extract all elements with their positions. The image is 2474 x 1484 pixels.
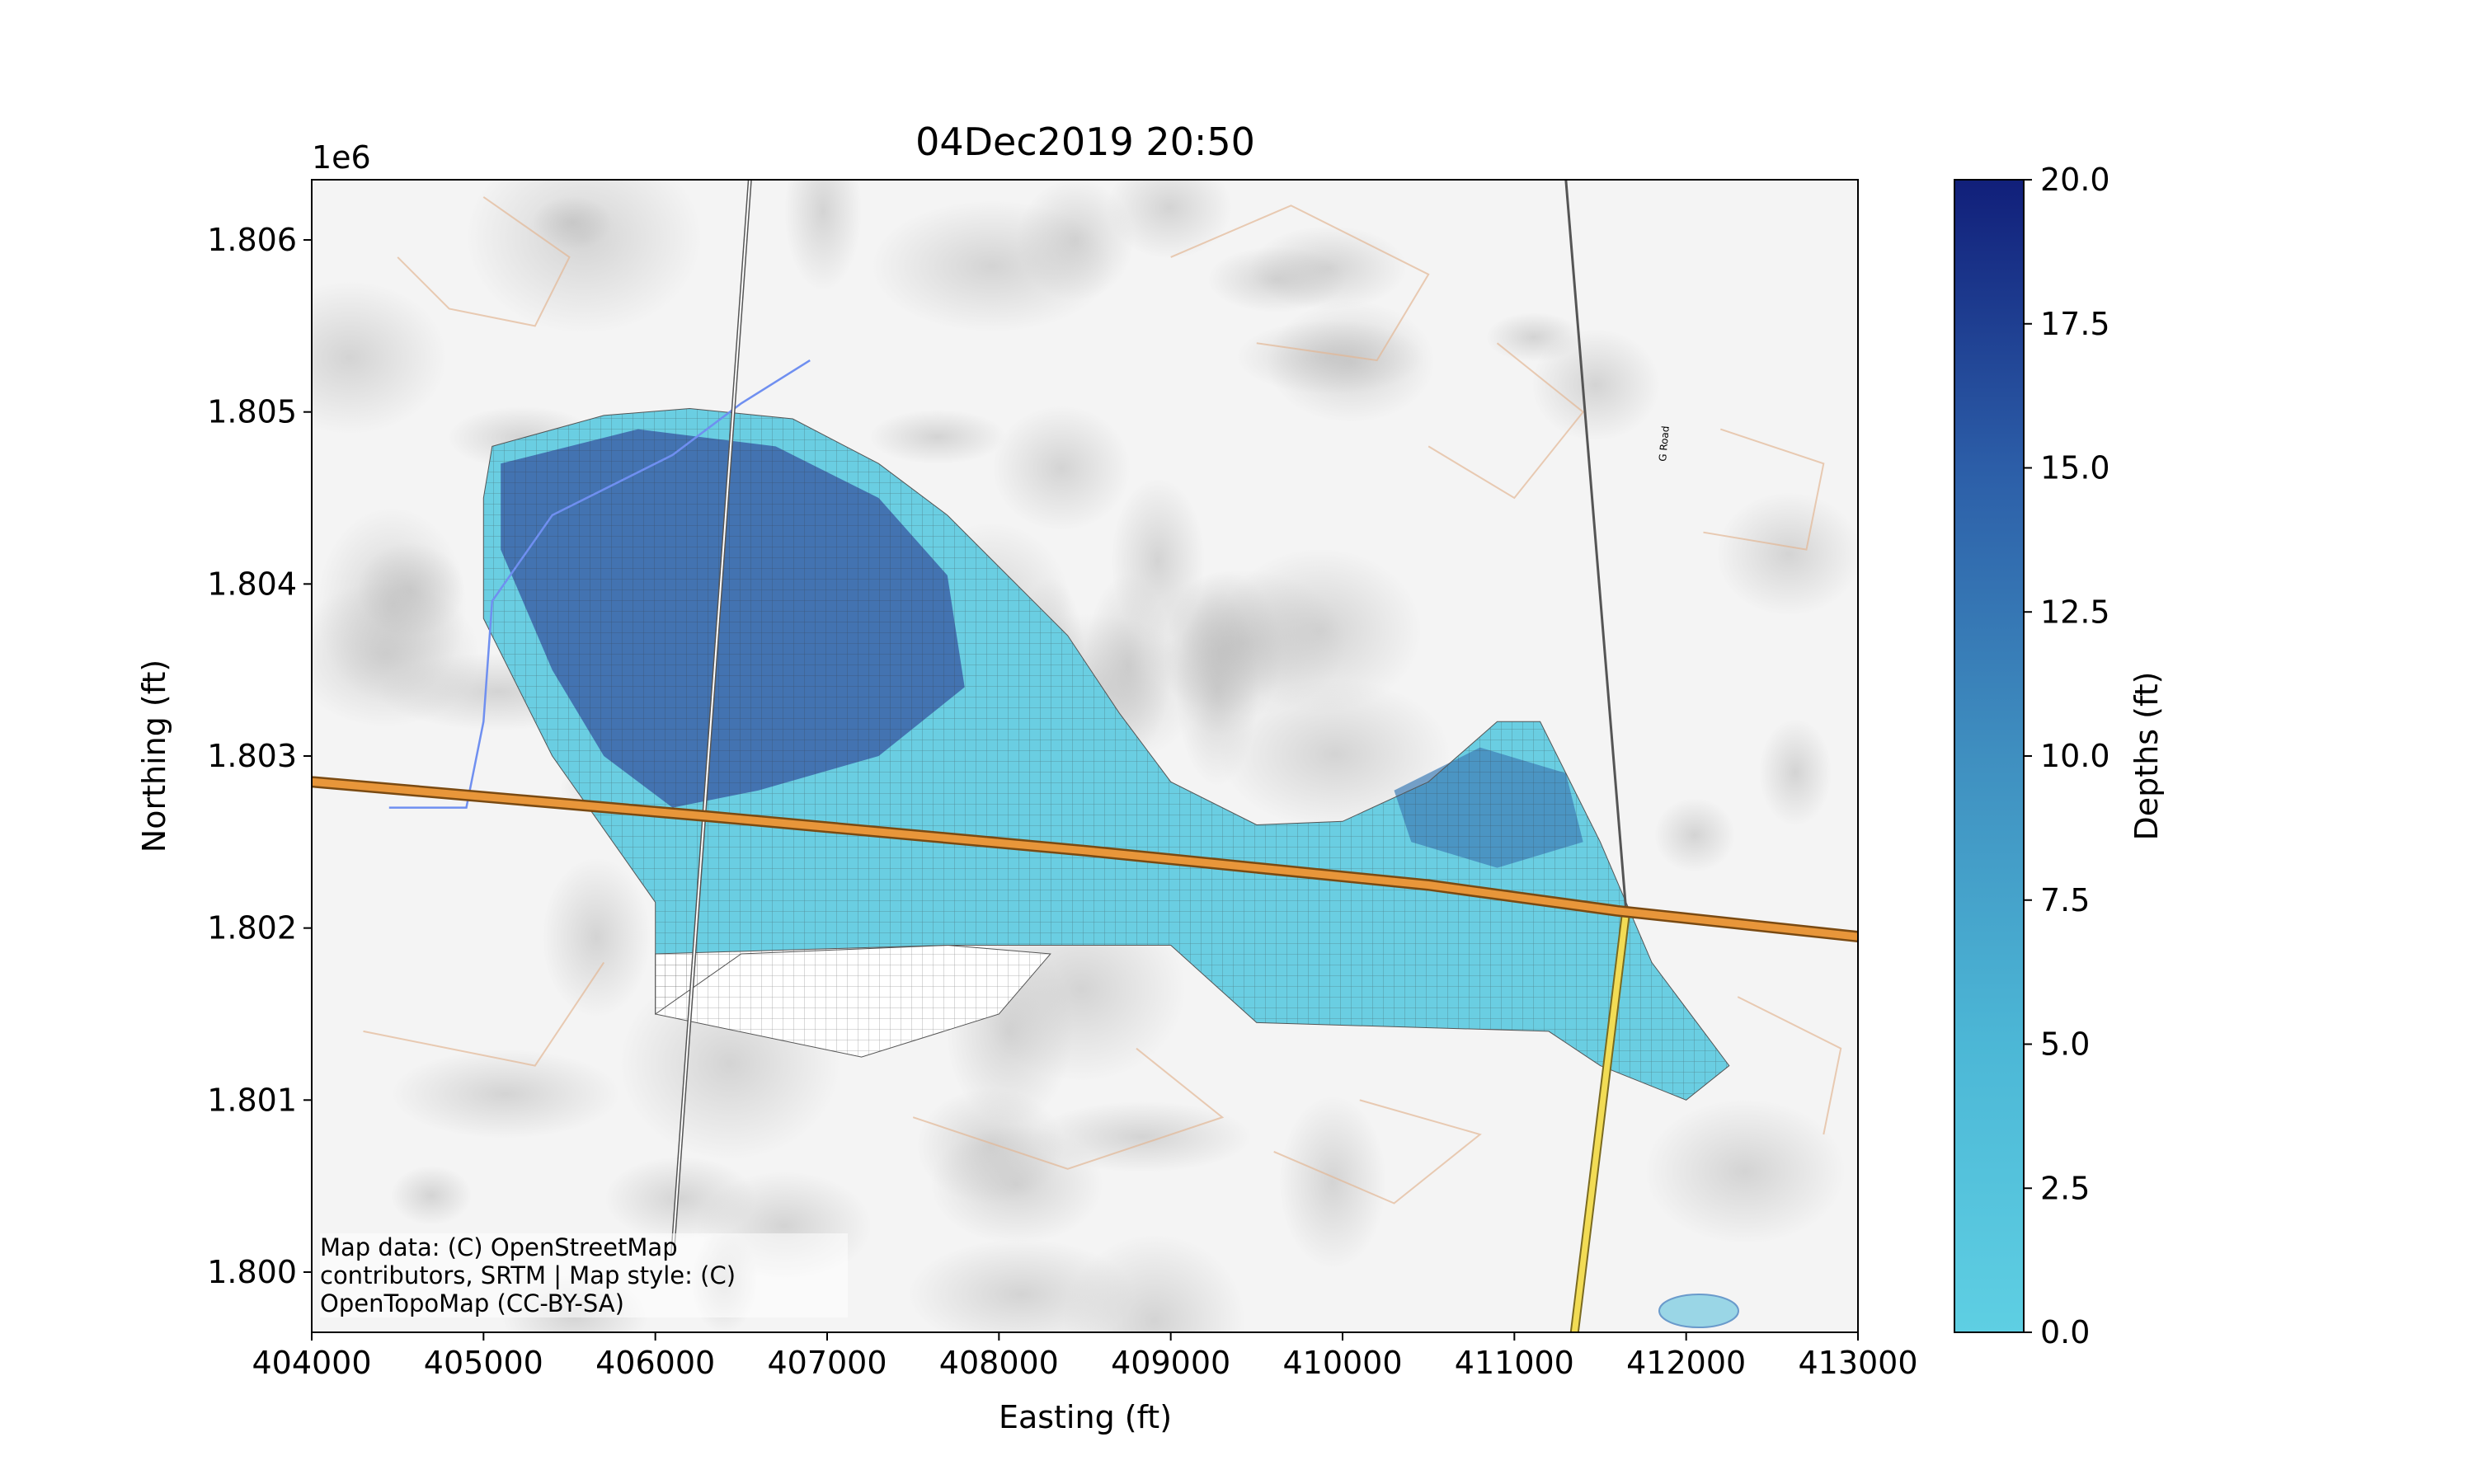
road-east	[1564, 180, 1628, 911]
highway-south	[1571, 910, 1630, 1332]
x-tick-label: 413000	[1798, 1345, 1917, 1381]
contour-line	[1170, 204, 1430, 362]
hillshade-blob	[1220, 679, 1451, 829]
colorbar-tick-label: 20.0	[2040, 162, 2110, 198]
hillshade-blob	[391, 1166, 472, 1225]
contour-line	[1703, 428, 1825, 551]
hillshade-blob	[871, 200, 1113, 332]
colorbar-tick-label: 15.0	[2040, 450, 2110, 486]
hillshade-blob	[1064, 1234, 1245, 1332]
colorbar	[1954, 179, 2025, 1333]
hillshade-blob	[1716, 492, 1858, 616]
y-axis-label: Northing (ft)	[136, 660, 172, 852]
chart-title: 04Dec2019 20:50	[915, 120, 1255, 164]
hillshade-blob	[532, 196, 613, 249]
hillshade-blob	[1107, 180, 1232, 259]
attribution: Map data: (C) OpenStreetMap contributors…	[320, 1233, 848, 1317]
y-tick-label: 1.801	[207, 1082, 297, 1118]
y-offset-label: 1e6	[312, 139, 371, 176]
y-tick-label: 1.806	[207, 222, 297, 258]
attribution-line-2: contributors, SRTM | Map style: (C)	[320, 1261, 736, 1289]
roads	[312, 180, 1858, 1332]
mesh-grid-dry	[655, 944, 1051, 1058]
attribution-line-3: OpenTopoMap (CC-BY-SA)	[320, 1289, 624, 1317]
x-tick-label: 409000	[1111, 1345, 1230, 1381]
hillshade-blob	[317, 507, 467, 703]
pond	[1658, 1294, 1739, 1328]
hillshade-blob	[1654, 798, 1735, 872]
road-west-inner	[671, 180, 751, 1256]
map-area: G Road	[312, 180, 1858, 1332]
hillshade-blob	[1644, 1099, 1846, 1244]
x-tick-label: 404000	[252, 1345, 371, 1381]
colorbar-tick-label: 17.5	[2040, 306, 2110, 342]
colorbar-label: Depths (ft)	[2128, 672, 2165, 841]
x-tick-label: 410000	[1282, 1345, 1402, 1381]
hillshade-blob	[1219, 548, 1422, 713]
x-tick-label: 411000	[1455, 1345, 1574, 1381]
hillshade-blob	[869, 410, 1006, 464]
x-axis-ticks: 404000 405000 406000 407000 408000 409000 4100…	[252, 1332, 1918, 1381]
hillshade-blob	[1531, 329, 1660, 441]
hillshade-blob	[542, 857, 651, 1017]
hillshade-blob	[312, 281, 447, 434]
colorbar-tick-label: 2.5	[2040, 1170, 2090, 1206]
highway	[312, 777, 1858, 941]
hillshade-blob	[391, 1050, 620, 1139]
y-tick-label: 1.802	[207, 910, 297, 946]
y-tick-label: 1.800	[207, 1254, 297, 1290]
flood-depth-layer	[482, 407, 1730, 1101]
hillshade-blob	[992, 406, 1131, 531]
hillshade-blob	[1207, 247, 1346, 312]
y-tick-label: 1.805	[207, 394, 297, 430]
colorbar-tick-label: 10.0	[2040, 738, 2110, 774]
contour-line	[912, 1047, 1225, 1170]
x-tick-label: 412000	[1626, 1345, 1746, 1381]
contour-line	[1273, 1099, 1482, 1205]
y-tick-label: 1.804	[207, 566, 297, 602]
contour-line	[363, 961, 605, 1067]
x-tick-label: 407000	[767, 1345, 887, 1381]
x-tick-label: 406000	[595, 1345, 715, 1381]
hillshade-blob	[1279, 1096, 1386, 1269]
road-label: G Road	[1657, 425, 1672, 462]
colorbar-tick-label: 5.0	[2040, 1026, 2090, 1063]
colorbar-tick-label: 0.0	[2040, 1314, 2090, 1350]
hillshade-blob	[1759, 719, 1832, 826]
colorbar-tick-label: 12.5	[2040, 594, 2110, 630]
colorbar-ticks: 0.0 2.5 5.0 7.5 10.0 12.5 15.0 17.5 20.0	[2024, 162, 2110, 1350]
colorbar-tick-label: 7.5	[2040, 882, 2090, 918]
contour-line	[397, 196, 571, 327]
hillshade-blob	[784, 180, 862, 291]
hillshade-blob	[1236, 320, 1424, 394]
hillshade-blob	[466, 180, 702, 334]
contour-lines	[363, 196, 1842, 1205]
contour-line	[1427, 342, 1585, 500]
x-axis-label: Easting (ft)	[999, 1399, 1172, 1435]
x-tick-label: 408000	[939, 1345, 1059, 1381]
contour-line	[1737, 996, 1842, 1135]
attribution-line-1: Map data: (C) OpenStreetMap	[320, 1233, 678, 1261]
x-tick-label: 405000	[424, 1345, 543, 1381]
y-axis-ticks: 1.800 1.801 1.802 1.803 1.804 1.805 1.806	[207, 222, 312, 1290]
y-tick-label: 1.803	[207, 738, 297, 774]
hillshade-blob	[1032, 1101, 1252, 1172]
